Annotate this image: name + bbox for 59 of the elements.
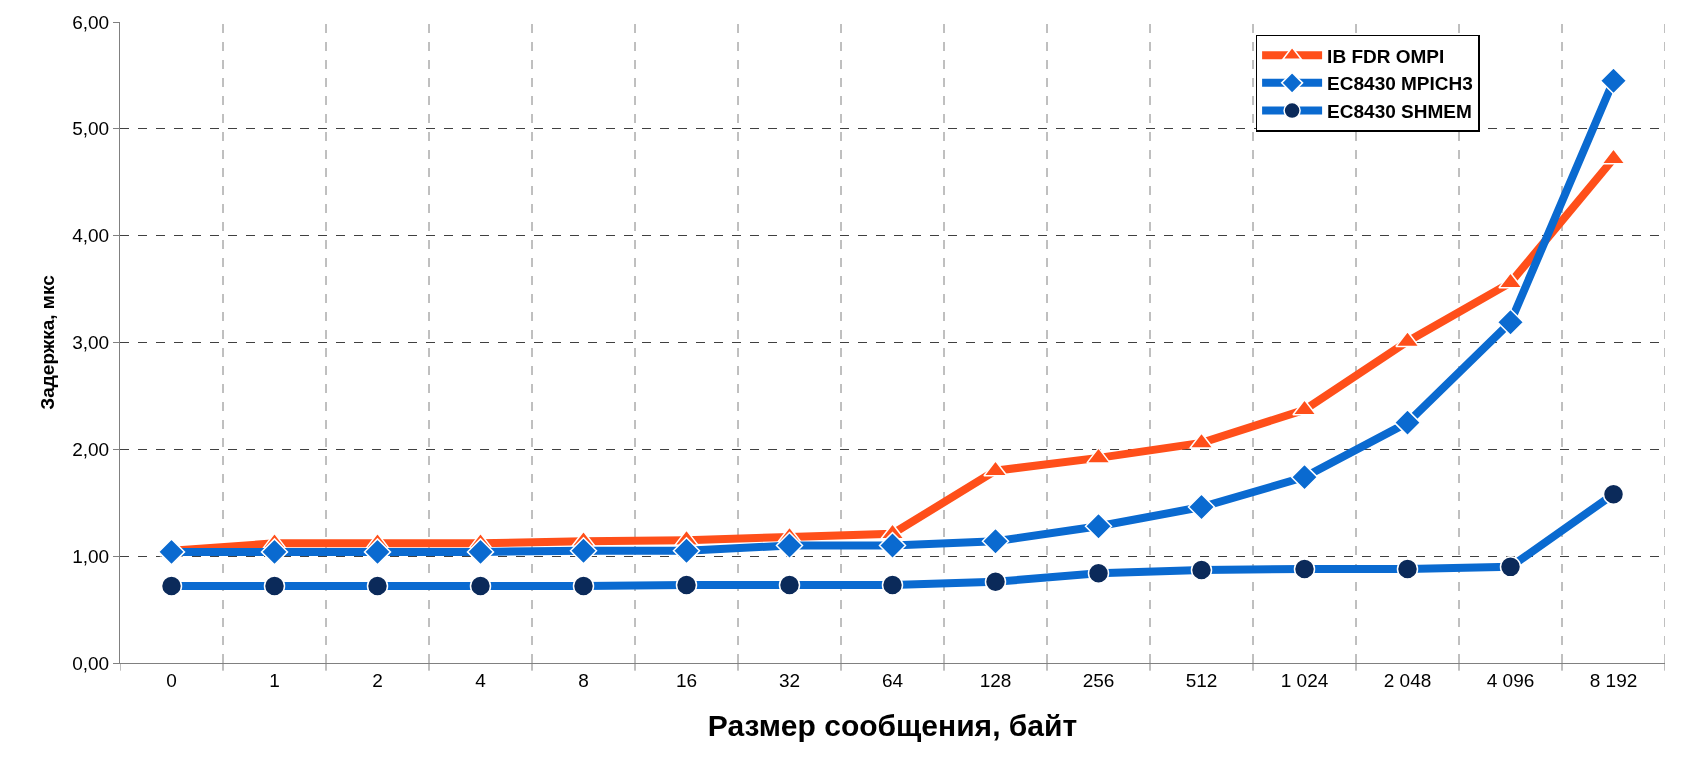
legend-label: EC8430 SHMEM (1327, 100, 1472, 122)
y-tick-label: 5,00 (72, 118, 110, 140)
x-tick-label: 0 (166, 669, 177, 691)
point (1393, 408, 1422, 437)
point (878, 531, 907, 560)
point (881, 574, 904, 596)
point (672, 537, 701, 565)
point (1084, 512, 1113, 540)
point (1499, 556, 1522, 578)
legend-label: EC8430 MPICH3 (1327, 73, 1473, 95)
x-tick-label: 2 048 (1383, 669, 1432, 691)
y-tick-label: 3,00 (72, 332, 110, 354)
x-tick-label: 4 096 (1486, 669, 1535, 691)
point (1395, 330, 1420, 348)
point (160, 575, 183, 597)
point (1602, 483, 1625, 505)
legend-label: IB FDR OMPI (1327, 45, 1445, 67)
x-tick-label: 1 024 (1280, 669, 1329, 691)
y-tick-label: 4,00 (72, 225, 110, 247)
x-tick-label: 128 (979, 669, 1012, 691)
x-tick-label: 32 (778, 669, 801, 691)
x-tick-label: 4 (475, 669, 487, 691)
point (1498, 271, 1523, 289)
x-tick-label: 8 (578, 669, 589, 691)
point (260, 538, 289, 566)
x-axis-title: Размер сообщения, байт (707, 709, 1078, 743)
point (1087, 562, 1110, 584)
y-tick-label: 6,00 (72, 11, 110, 33)
point (775, 531, 804, 560)
y-tick-label: 2,00 (72, 438, 110, 460)
x-tick-label: 256 (1082, 669, 1115, 691)
x-tick-label: 1 (269, 669, 280, 691)
x-tick-label: 8 192 (1589, 669, 1638, 691)
point (1396, 558, 1419, 580)
point (366, 575, 389, 597)
point (1290, 463, 1319, 491)
point (466, 538, 495, 566)
x-tick-label: 2 (372, 669, 383, 691)
x-tick-label: 64 (881, 669, 904, 691)
y-axis-title: Задержка, мкс (37, 274, 59, 410)
point (263, 575, 286, 597)
point (1293, 558, 1316, 580)
point (1187, 493, 1216, 521)
point (569, 537, 598, 565)
point (675, 574, 698, 596)
point (469, 575, 492, 597)
point (778, 574, 801, 596)
x-tick-label: 16 (675, 669, 698, 691)
y-tick-label: 1,00 (72, 545, 110, 567)
point (572, 575, 595, 597)
y-tick-label: 0,00 (72, 652, 110, 674)
point (984, 571, 1007, 593)
point (1190, 559, 1213, 581)
point (363, 538, 392, 566)
point (981, 527, 1010, 555)
point (1496, 308, 1525, 336)
x-tick-label: 512 (1185, 669, 1218, 691)
point (983, 459, 1008, 477)
point (157, 538, 186, 566)
